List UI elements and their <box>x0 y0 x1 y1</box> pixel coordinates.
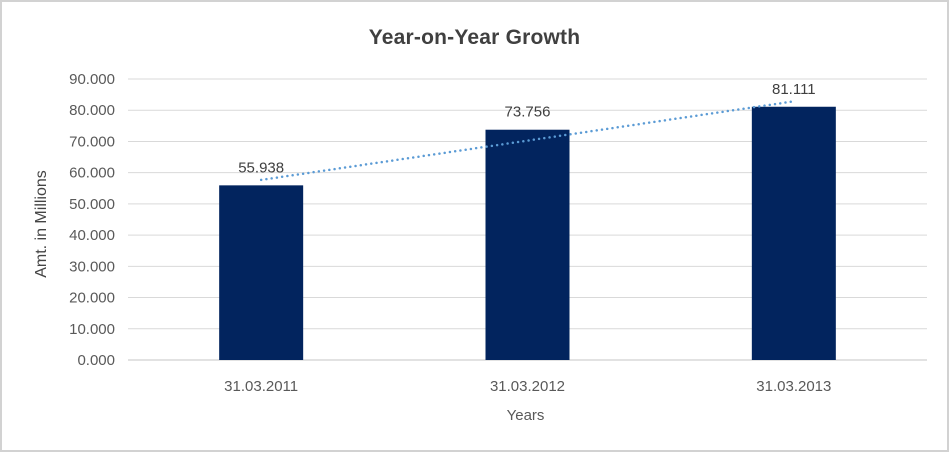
data-label: 73.756 <box>505 104 551 121</box>
x-category-label: 31.03.2013 <box>756 378 831 395</box>
y-tick-label: 20.000 <box>69 290 115 307</box>
x-category-label: 31.03.2012 <box>490 378 565 395</box>
y-tick-label: 30.000 <box>69 258 115 275</box>
y-tick-label: 70.000 <box>69 133 115 150</box>
x-category-label: 31.03.2011 <box>224 378 298 395</box>
x-axis-title: Years <box>506 407 545 424</box>
data-label: 81.111 <box>772 81 816 98</box>
bar-31.03.2013 <box>751 106 836 360</box>
y-tick-label: 80.000 <box>69 102 115 119</box>
data-label: 55.938 <box>238 159 284 176</box>
y-tick-label: 40.000 <box>69 227 115 244</box>
y-tick-label: 0.000 <box>77 352 115 369</box>
y-tick-label: 10.000 <box>69 321 115 338</box>
chart-title: Year-on-Year Growth <box>368 26 581 49</box>
bar-31.03.2011 <box>219 185 304 360</box>
y-tick-label: 60.000 <box>69 165 115 182</box>
bar-31.03.2012 <box>485 129 570 360</box>
y-tick-label: 50.000 <box>69 196 115 213</box>
trendline <box>259 100 796 182</box>
y-tick-label: 90.000 <box>69 71 115 88</box>
